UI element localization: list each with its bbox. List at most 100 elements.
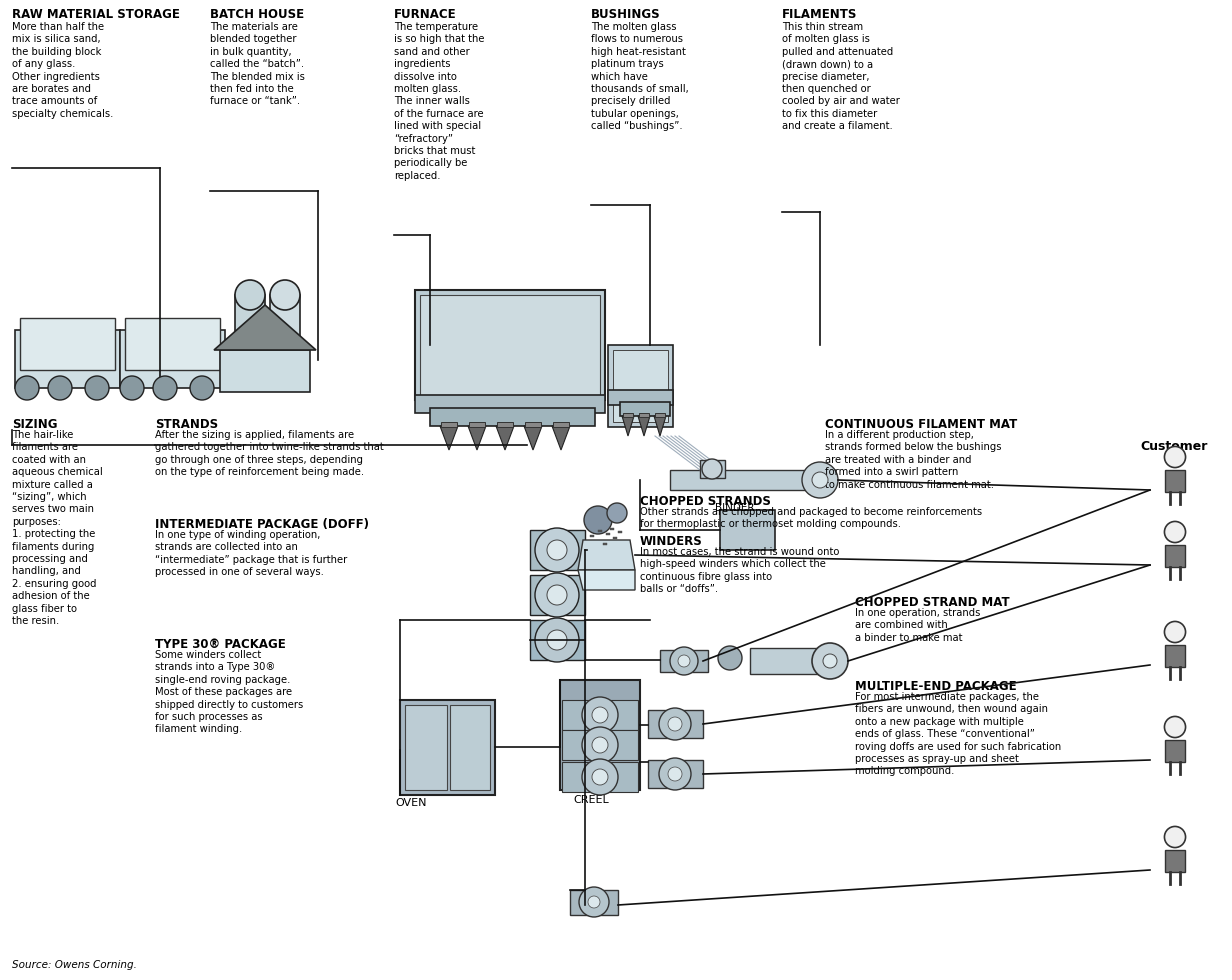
Text: This thin stream
of molten glass is
pulled and attenuated
(drawn down) to a
prec: This thin stream of molten glass is pull… xyxy=(782,22,899,131)
Circle shape xyxy=(812,643,848,679)
Text: Some winders collect
strands into a Type 30®
single-end roving package.
Most of : Some winders collect strands into a Type… xyxy=(155,650,303,734)
Circle shape xyxy=(593,769,609,785)
Circle shape xyxy=(547,540,567,560)
Circle shape xyxy=(678,655,690,667)
Bar xyxy=(15,330,120,388)
Circle shape xyxy=(802,462,838,498)
Circle shape xyxy=(668,717,683,731)
Bar xyxy=(1165,645,1185,667)
Bar xyxy=(415,395,605,413)
Text: TYPE 30® PACKAGE: TYPE 30® PACKAGE xyxy=(155,638,286,651)
Circle shape xyxy=(584,506,612,534)
Text: STRANDS: STRANDS xyxy=(155,418,218,431)
Bar xyxy=(602,543,607,545)
Text: CHOPPED STRAND MAT: CHOPPED STRAND MAT xyxy=(855,596,1010,609)
Bar xyxy=(469,422,485,427)
Bar xyxy=(614,350,668,422)
Polygon shape xyxy=(578,570,634,590)
Bar xyxy=(609,390,673,405)
Text: OVEN: OVEN xyxy=(395,798,426,808)
Bar xyxy=(1165,545,1185,567)
Text: CREEL: CREEL xyxy=(573,795,609,805)
Polygon shape xyxy=(638,416,650,436)
Bar xyxy=(609,345,673,427)
Polygon shape xyxy=(214,305,315,350)
Bar xyxy=(530,530,585,570)
Text: FILAMENTS: FILAMENTS xyxy=(782,8,857,21)
Text: The temperature
is so high that the
sand and other
ingredients
dissolve into
mol: The temperature is so high that the sand… xyxy=(394,22,484,180)
Polygon shape xyxy=(750,648,830,674)
Bar xyxy=(648,760,703,788)
Circle shape xyxy=(547,585,567,605)
Bar xyxy=(618,531,622,533)
Text: Source: Owens Corning.: Source: Owens Corning. xyxy=(12,960,137,970)
Circle shape xyxy=(190,376,214,400)
Text: BUSHINGS: BUSHINGS xyxy=(591,8,660,21)
Bar xyxy=(553,422,569,427)
Text: In most cases, the strand is wound onto
high-speed winders which collect the
con: In most cases, the strand is wound onto … xyxy=(639,547,839,594)
Bar xyxy=(562,762,638,792)
Bar xyxy=(235,295,265,385)
Bar xyxy=(441,422,457,427)
Circle shape xyxy=(593,737,609,753)
Polygon shape xyxy=(496,426,514,450)
Bar xyxy=(623,413,633,417)
Circle shape xyxy=(588,896,600,908)
Bar xyxy=(620,402,670,416)
Bar xyxy=(525,422,541,427)
Text: SIZING: SIZING xyxy=(12,418,58,431)
Bar xyxy=(124,318,221,370)
Bar xyxy=(639,413,649,417)
Text: In one operation, strands
are combined with
a binder to make mat: In one operation, strands are combined w… xyxy=(855,608,981,643)
Bar xyxy=(530,575,585,615)
Circle shape xyxy=(1164,826,1185,848)
Bar xyxy=(1165,740,1185,762)
Bar xyxy=(648,710,703,738)
Bar xyxy=(614,537,617,539)
Circle shape xyxy=(582,727,618,763)
Text: MULTIPLE-END PACKAGE: MULTIPLE-END PACKAGE xyxy=(855,680,1016,693)
Circle shape xyxy=(659,758,691,790)
Text: The materials are
blended together
in bulk quantity,
called the “batch”.
The ble: The materials are blended together in bu… xyxy=(209,22,304,107)
Circle shape xyxy=(535,528,579,572)
Circle shape xyxy=(1164,521,1185,543)
Bar xyxy=(719,510,775,550)
Text: WINDERS: WINDERS xyxy=(639,535,702,548)
Bar xyxy=(1165,851,1185,872)
Circle shape xyxy=(579,887,609,917)
Bar xyxy=(530,620,585,660)
Text: INTERMEDIATE PACKAGE (DOFF): INTERMEDIATE PACKAGE (DOFF) xyxy=(155,518,370,531)
Circle shape xyxy=(15,376,39,400)
Circle shape xyxy=(535,573,579,617)
Polygon shape xyxy=(622,416,634,436)
Circle shape xyxy=(582,697,618,733)
Text: For most intermediate packages, the
fibers are unwound, then wound again
onto a : For most intermediate packages, the fibe… xyxy=(855,692,1061,776)
Circle shape xyxy=(670,647,699,675)
Bar xyxy=(400,700,495,795)
Bar xyxy=(120,330,225,388)
Bar xyxy=(700,460,724,478)
Bar xyxy=(430,408,595,426)
Polygon shape xyxy=(440,426,458,450)
Polygon shape xyxy=(552,426,570,450)
Circle shape xyxy=(823,654,837,668)
Polygon shape xyxy=(468,426,485,450)
Circle shape xyxy=(582,759,618,795)
Text: In one type of winding operation,
strands are collected into an
“intermediate” p: In one type of winding operation, strand… xyxy=(155,530,347,577)
Ellipse shape xyxy=(235,280,265,310)
Bar xyxy=(270,295,301,385)
Bar xyxy=(405,705,447,790)
Circle shape xyxy=(1164,716,1185,738)
Text: BINDER: BINDER xyxy=(715,503,754,513)
Bar xyxy=(655,413,665,417)
Ellipse shape xyxy=(270,280,301,310)
Bar xyxy=(415,290,605,400)
Polygon shape xyxy=(654,416,667,436)
Circle shape xyxy=(1164,447,1185,467)
Polygon shape xyxy=(524,426,542,450)
Bar xyxy=(20,318,115,370)
Bar xyxy=(562,700,638,730)
Bar xyxy=(660,650,708,672)
Bar xyxy=(1165,470,1185,492)
Text: FURNACE: FURNACE xyxy=(394,8,457,21)
